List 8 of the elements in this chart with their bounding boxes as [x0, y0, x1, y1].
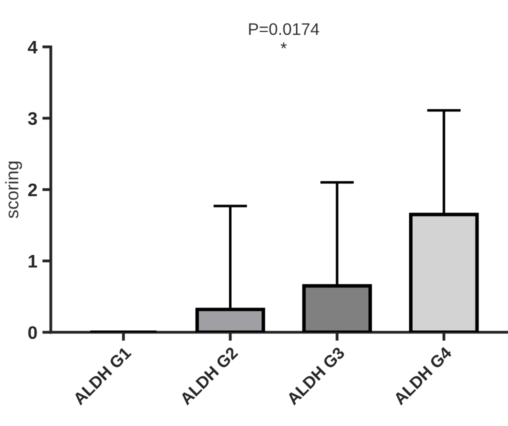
y-tick-label: 0	[28, 326, 37, 339]
y-tick-label: 3	[28, 112, 37, 125]
y-tick-label: 4	[28, 40, 38, 54]
y-axis-title: scoring	[5, 162, 22, 218]
text: P=0.0174	[249, 23, 320, 36]
y-tick-label: 1	[28, 255, 38, 268]
annotation: *	[280, 42, 287, 48]
y-tick-label: 2	[28, 184, 37, 196]
